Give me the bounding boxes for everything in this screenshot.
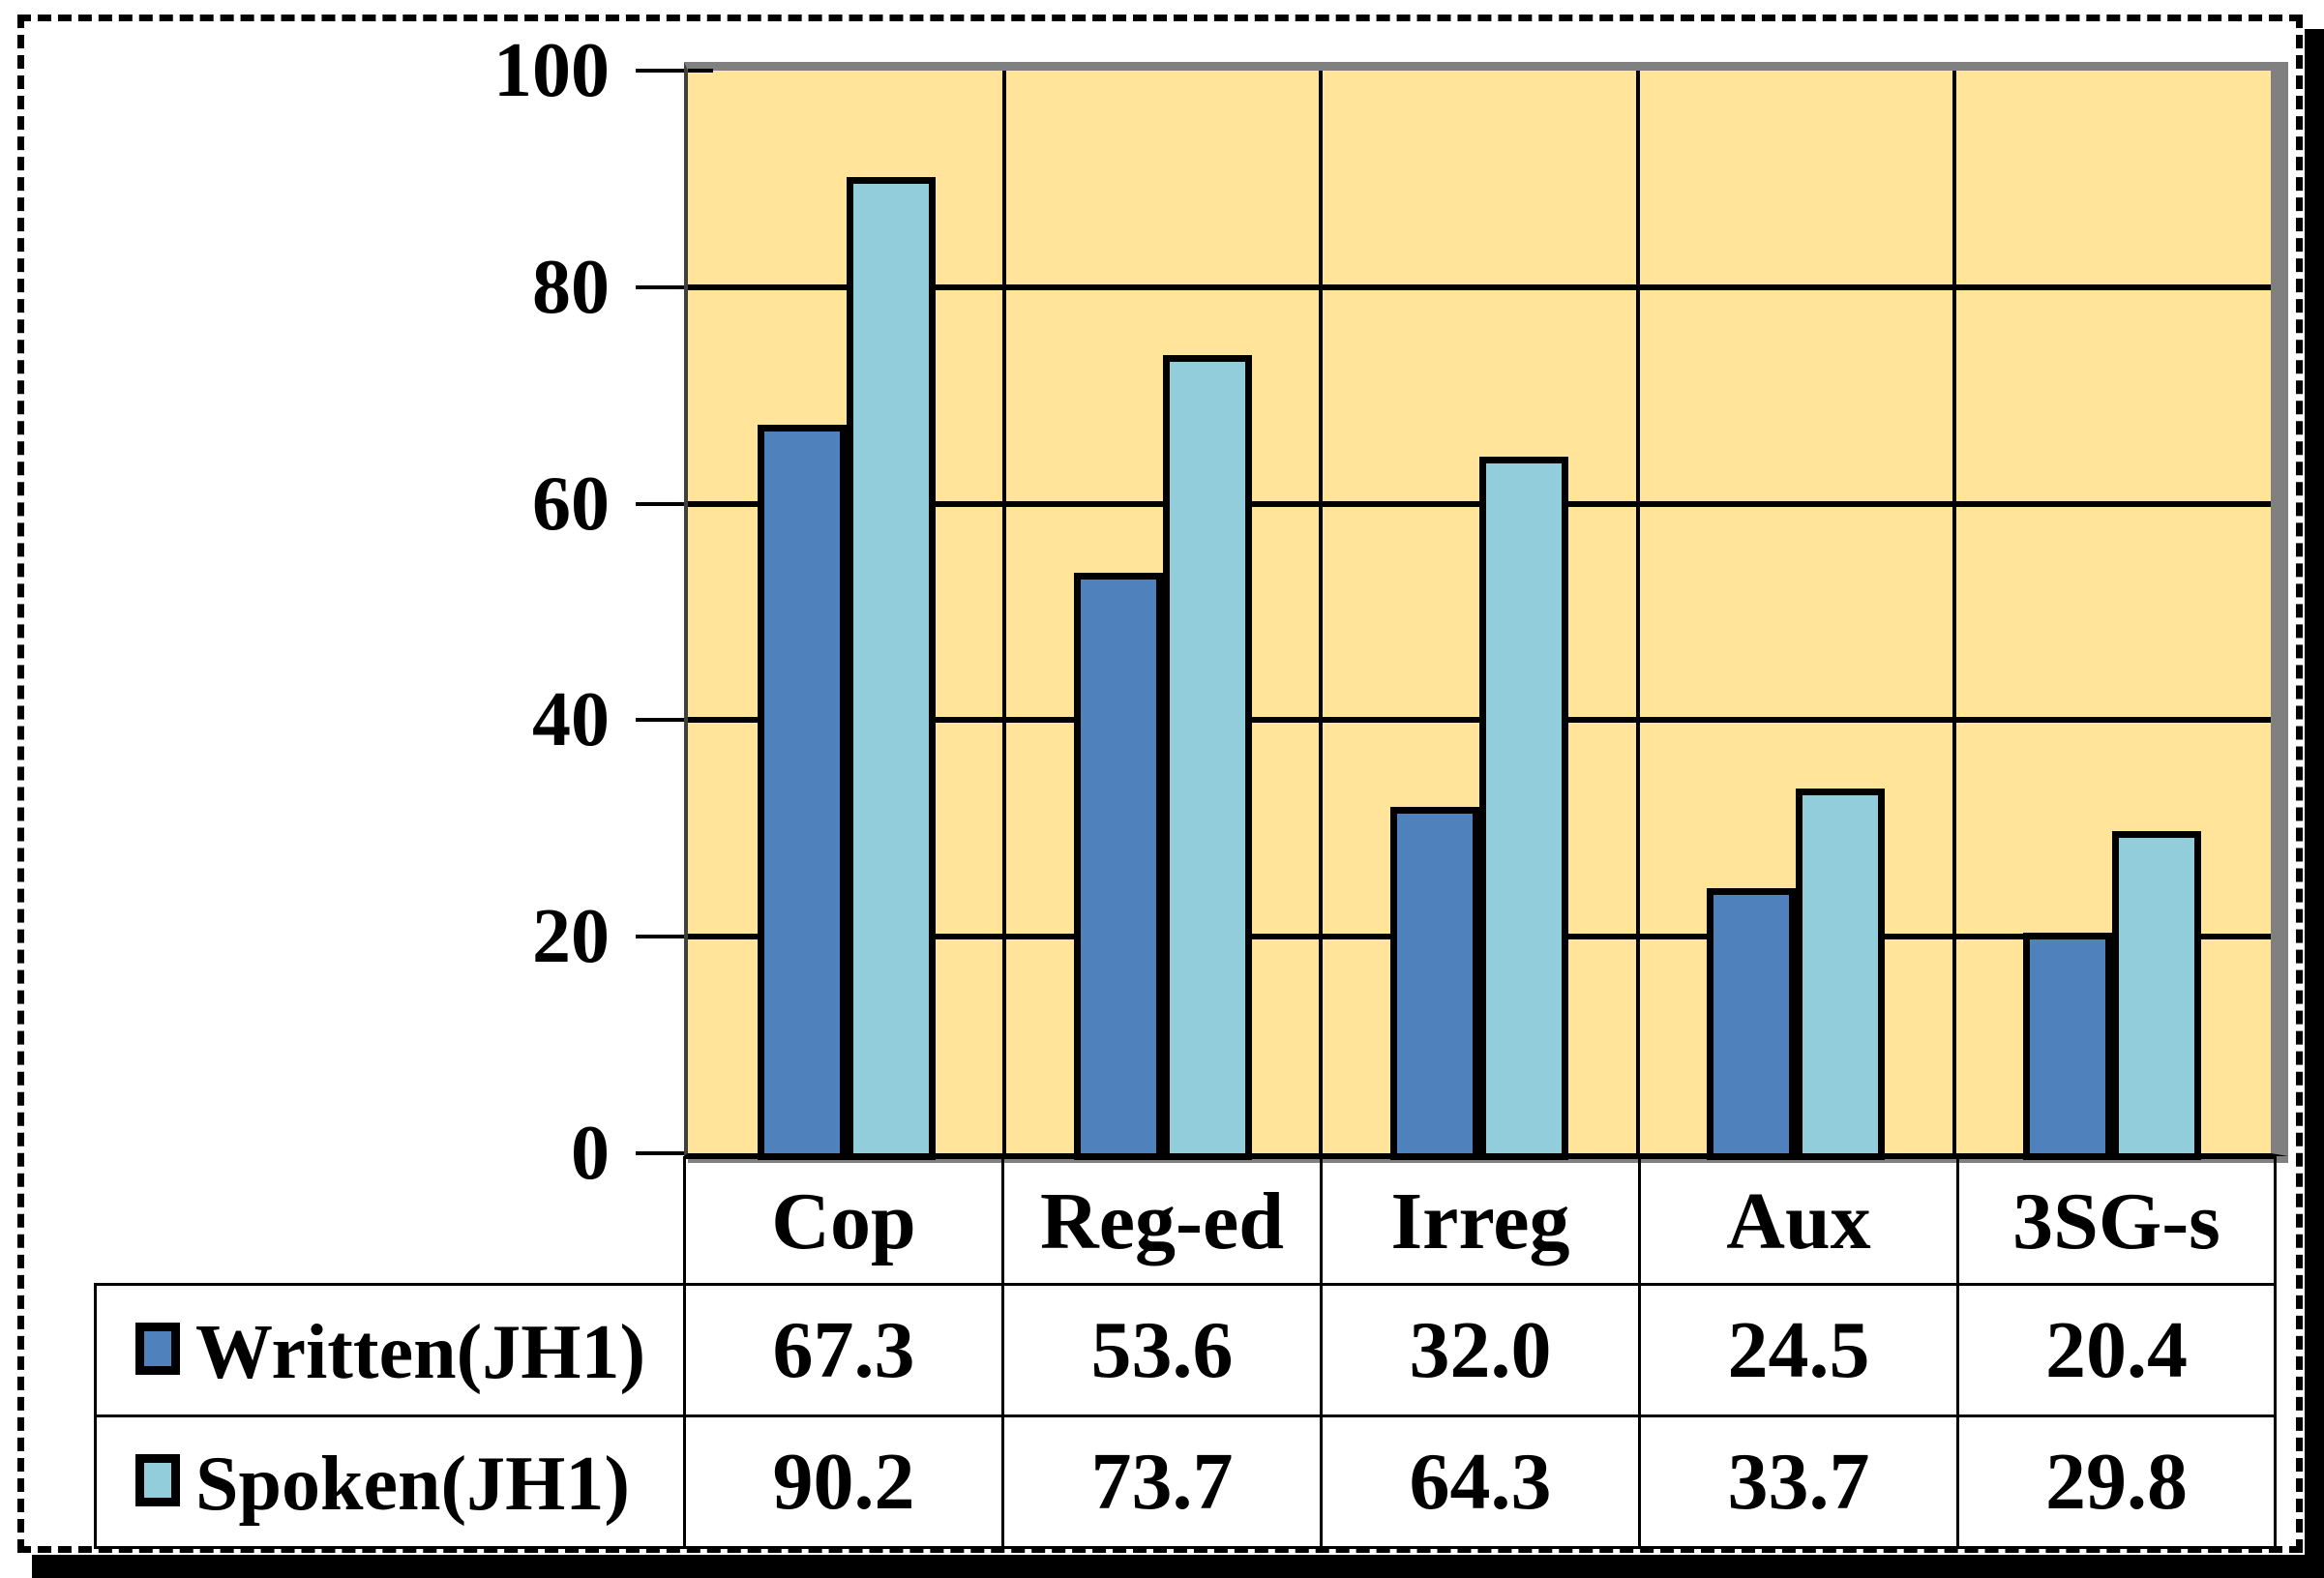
plot-frame — [684, 62, 2288, 1160]
data-table: Cop Reg-ed Irreg Aux 3SG-s Written(JH1) 67.3 53… — [94, 1156, 2277, 1549]
value-cell: 67.3 — [683, 1283, 1004, 1417]
category-separator — [1952, 71, 1956, 1153]
y-axis-tick-cross — [688, 69, 713, 73]
value-cell: 73.7 — [1001, 1414, 1323, 1549]
gridline — [688, 283, 2271, 290]
value-cell: 53.6 — [1001, 1283, 1323, 1417]
frame-drop-shadow-right — [2305, 29, 2324, 1578]
table-corner-cell — [96, 1158, 685, 1285]
bar-spoken-jh1--reg-ed — [1162, 355, 1252, 1160]
y-axis-label: 0 — [571, 1111, 610, 1196]
y-axis-label: 80 — [532, 244, 610, 330]
y-axis-tick — [636, 1151, 684, 1155]
y-axis-tick — [636, 935, 684, 939]
bar-written-jh1--aux — [1707, 887, 1797, 1160]
value-cell: 64.3 — [1320, 1414, 1641, 1549]
legend-label: Spoken(JH1) — [195, 1442, 630, 1528]
category-header-cell: 3SG-s — [1956, 1156, 2277, 1286]
category-header-cell: Cop — [683, 1156, 1004, 1286]
value-cell: 33.7 — [1638, 1414, 1959, 1549]
bar-spoken-jh1--cop — [846, 176, 936, 1160]
value-cell: 24.5 — [1638, 1283, 1959, 1417]
category-header-row: Cop Reg-ed Irreg Aux 3SG-s — [96, 1156, 2277, 1286]
value-cell: 29.8 — [1956, 1414, 2277, 1549]
bar-spoken-jh1--aux — [1796, 788, 1886, 1160]
y-axis-label: 100 — [493, 28, 610, 113]
y-axis-tick — [636, 69, 684, 73]
y-axis-label: 20 — [532, 894, 610, 980]
series-row: Spoken(JH1) 90.2 73.7 64.3 33.7 29.8 — [94, 1414, 2277, 1549]
bar-written-jh1--irreg — [1390, 806, 1479, 1160]
plot-area — [688, 71, 2271, 1160]
value-cell: 20.4 — [1956, 1283, 2277, 1417]
category-header-cell: Irreg — [1320, 1156, 1641, 1286]
y-axis-tick — [636, 284, 684, 289]
legend-cell: Spoken(JH1) — [94, 1414, 686, 1549]
category-header-cell: Aux — [1638, 1156, 1959, 1286]
y-axis-label: 60 — [532, 461, 610, 547]
category-header-cell: Reg-ed — [1001, 1156, 1323, 1286]
bar-written-jh1--cop — [757, 424, 847, 1160]
bar-spoken-jh1--3sg-s — [2112, 830, 2202, 1160]
value-cell: 90.2 — [683, 1414, 1004, 1549]
series-row: Written(JH1) 67.3 53.6 32.0 24.5 20.4 — [94, 1283, 2277, 1417]
y-axis-tick — [636, 501, 684, 506]
legend-swatch-written-jh1- — [135, 1323, 180, 1376]
category-separator — [1636, 71, 1640, 1153]
y-axis-tick — [636, 718, 684, 723]
legend-swatch-spoken-jh1- — [135, 1454, 180, 1507]
legend-cell: Written(JH1) — [94, 1283, 686, 1417]
bar-written-jh1--3sg-s — [2023, 932, 2113, 1160]
frame-drop-shadow-bottom — [32, 1555, 2324, 1578]
category-separator — [1319, 71, 1323, 1153]
value-cell: 32.0 — [1320, 1283, 1641, 1417]
legend-label: Written(JH1) — [195, 1310, 646, 1396]
bar-written-jh1--reg-ed — [1073, 573, 1163, 1160]
y-axis-label: 40 — [532, 677, 610, 763]
bar-spoken-jh1--irreg — [1479, 457, 1568, 1160]
category-separator — [1002, 71, 1006, 1153]
